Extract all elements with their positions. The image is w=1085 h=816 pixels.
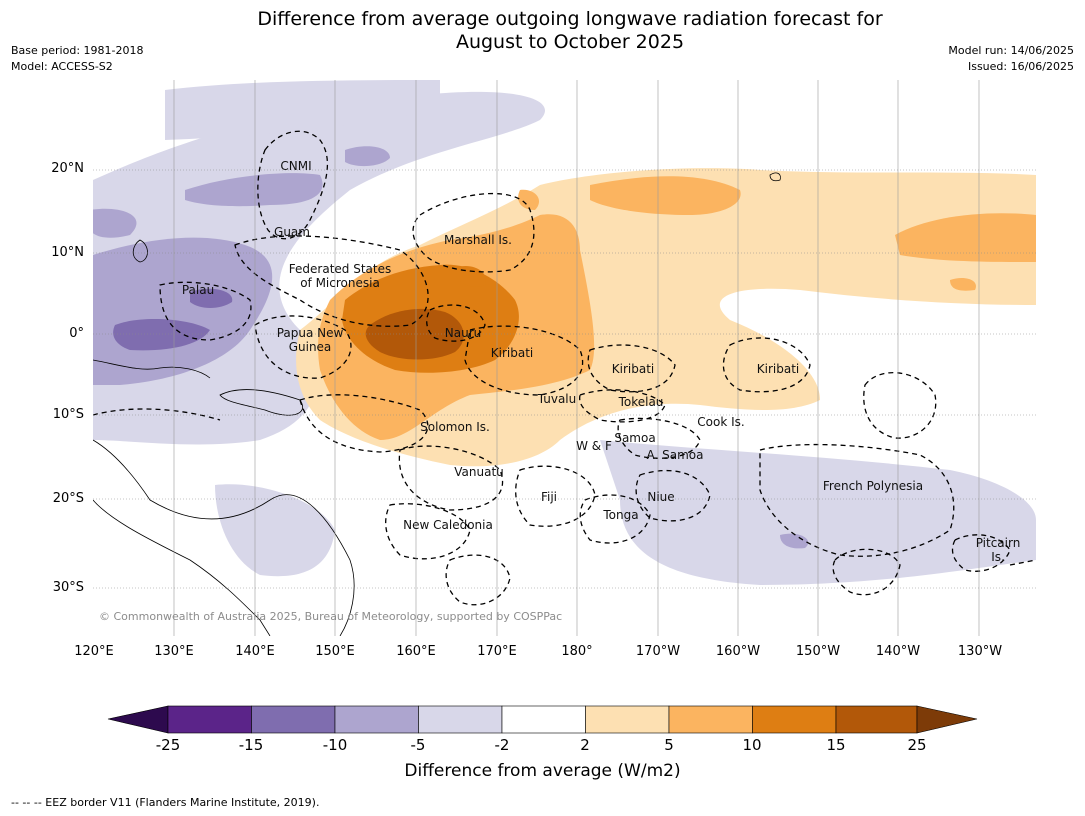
colorbar-tick-25: 25 — [907, 736, 927, 754]
label-kiribati-central: Kiribati — [611, 362, 655, 376]
label-fsm-line2: of Micronesia — [300, 276, 380, 290]
lon-label-180: 180° — [561, 644, 593, 659]
label-kiribati-west: Kiribati — [490, 346, 534, 360]
lat-grid-lines — [93, 169, 1036, 589]
map-title-line2: August to October 2025 — [455, 31, 685, 53]
label-marshall-islands: Marshall Is. — [444, 233, 512, 247]
label-pitcairn-line2: Is. — [991, 550, 1005, 564]
label-palau: Palau — [181, 283, 215, 297]
label-guam: Guam — [274, 225, 310, 239]
label-vanuatu: Vanuatu — [454, 465, 504, 479]
map-area — [93, 80, 1036, 636]
colorbar-tick-minus15: -15 — [238, 736, 264, 754]
label-cook-islands: Cook Is. — [697, 415, 745, 429]
lon-label-130w: 130°W — [957, 644, 1003, 659]
label-cnmi: CNMI — [280, 159, 312, 173]
label-niue: Niue — [647, 490, 675, 504]
map-title: Difference from average outgoing longwav… — [0, 8, 1085, 54]
label-samoa: Samoa — [614, 431, 656, 445]
strong-negative-fill — [113, 288, 233, 351]
colorbar-upper-extension — [916, 705, 978, 734]
lon-label-160e: 160°E — [396, 644, 436, 659]
label-solomon-islands: Solomon Is. — [420, 420, 490, 434]
colorbar-lower-extension — [107, 705, 169, 734]
colorbar-tick-minus5: -5 — [410, 736, 426, 754]
eez-borders — [93, 130, 1036, 606]
meta-right: Model run: 14/06/2025 Issued: 16/06/2025 — [948, 43, 1074, 75]
colorbar-bin-1 — [167, 705, 252, 734]
colorbar-tick-2: 2 — [580, 736, 590, 754]
label-kiribati-east: Kiribati — [756, 362, 800, 376]
eez-footnote: -- -- -- EEZ border V11 (Flanders Marine… — [11, 796, 320, 809]
label-tokelau: Tokelau — [618, 395, 664, 409]
map-title-line1: Difference from average outgoing longwav… — [257, 8, 883, 30]
colorbar-tick-minus10: -10 — [322, 736, 348, 754]
label-fsm-line1: Federated States — [288, 262, 392, 276]
colorbar-bin-2 — [251, 705, 336, 734]
colorbar-tick-minus2: -2 — [494, 736, 510, 754]
coastlines — [93, 172, 781, 636]
lon-label-140e: 140°E — [235, 644, 275, 659]
colorbar-tick-10: 10 — [742, 736, 762, 754]
label-tuvalu: Tuvalu — [537, 392, 577, 406]
lon-label-150w: 150°W — [795, 644, 841, 659]
lat-label-20s: 20°S — [52, 491, 84, 506]
base-period: Base period: 1981-2018 — [11, 44, 144, 57]
label-png-line1: Papua New — [276, 326, 344, 340]
colorbar-bin-3 — [334, 705, 419, 734]
lon-label-130e: 130°E — [154, 644, 194, 659]
issued-date: Issued: 16/06/2025 — [967, 60, 1074, 73]
copyright-notice: © Commonwealth of Australia 2025, Bureau… — [99, 610, 563, 623]
label-png: Papua New Guinea — [277, 326, 344, 354]
label-png-line2: Guinea — [288, 340, 332, 354]
label-pitcairn: Pitcairn Is. — [976, 536, 1021, 564]
label-pitcairn-line1: Pitcairn — [975, 536, 1021, 550]
colorbar-bin-5 — [501, 705, 586, 734]
lon-label-160w: 160°W — [715, 644, 761, 659]
grid-lines — [173, 80, 980, 636]
colorbar — [107, 705, 978, 734]
label-tonga: Tonga — [603, 508, 639, 522]
lat-label-0: 0° — [69, 326, 84, 341]
lon-label-170e: 170°E — [477, 644, 517, 659]
meta-left: Base period: 1981-2018 Model: ACCESS-S2 — [11, 43, 143, 75]
lon-label-120e: 120°E — [74, 644, 114, 659]
label-fsm: Federated States of Micronesia — [289, 262, 391, 290]
label-fiji: Fiji — [540, 490, 558, 504]
label-french-polynesia: French Polynesia — [822, 479, 924, 493]
colorbar-bin-4 — [418, 705, 503, 734]
colorbar-bin-9 — [835, 705, 918, 734]
lat-label-20n: 20°N — [51, 161, 84, 176]
label-nauru: Nauru — [444, 326, 482, 340]
lat-label-10s: 10°S — [52, 407, 84, 422]
label-american-samoa: A. Samoa — [646, 448, 704, 462]
colorbar-tick-15: 15 — [826, 736, 846, 754]
label-new-caledonia: New Caledonia — [403, 518, 493, 532]
model-run: Model run: 14/06/2025 — [948, 44, 1074, 57]
label-wallis-futuna: W & F — [576, 439, 612, 453]
colorbar-tick-5: 5 — [664, 736, 674, 754]
colorbar-bin-8 — [752, 705, 837, 734]
colorbar-bin-6 — [585, 705, 670, 734]
colorbar-title: Difference from average (W/m2) — [404, 761, 681, 781]
lon-label-170w: 170°W — [635, 644, 681, 659]
colorbar-tick-minus25: -25 — [155, 736, 181, 754]
lat-label-30s: 30°S — [52, 580, 84, 595]
colorbar-bin-7 — [668, 705, 753, 734]
model-name: Model: ACCESS-S2 — [11, 60, 113, 73]
lon-label-150e: 150°E — [315, 644, 355, 659]
lat-label-10n: 10°N — [51, 245, 84, 260]
lon-label-140w: 140°W — [875, 644, 921, 659]
